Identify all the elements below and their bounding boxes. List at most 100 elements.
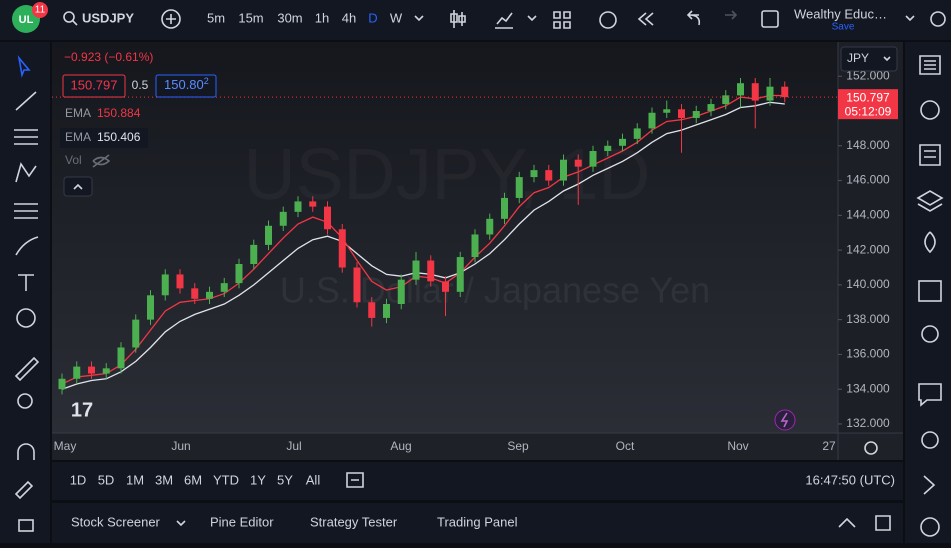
- hotlists[interactable]: [924, 231, 936, 254]
- range-button[interactable]: 5D: [98, 472, 115, 487]
- text-tool[interactable]: [18, 274, 34, 291]
- price-label: 134.000: [846, 381, 890, 395]
- candle-body: [294, 201, 302, 212]
- candle-body: [368, 302, 376, 318]
- layout-name[interactable]: Wealthy Educ…: [794, 6, 887, 21]
- brush-tool[interactable]: [15, 236, 39, 256]
- layouts[interactable]: [553, 11, 571, 29]
- fib-tool[interactable]: [14, 129, 38, 145]
- forecast-tool[interactable]: [14, 203, 38, 219]
- hidden-icon[interactable]: [92, 154, 111, 168]
- candle-body: [574, 159, 582, 167]
- currency-button[interactable]: [840, 46, 898, 72]
- events-icon: [780, 412, 789, 428]
- expand-panel[interactable]: [838, 517, 856, 528]
- zoom-tool[interactable]: [17, 393, 33, 409]
- signals[interactable]: [923, 475, 936, 495]
- panel-tab[interactable]: Pine Editor: [210, 514, 274, 529]
- range-button[interactable]: 6M: [184, 472, 202, 487]
- lock-tool[interactable]: [18, 519, 34, 532]
- panel-tab[interactable]: Strategy Tester: [310, 514, 398, 529]
- indicator-name: EMA: [65, 130, 91, 144]
- indicators-menu[interactable]: [527, 15, 537, 22]
- cursor-tool[interactable]: [17, 55, 31, 78]
- range-bar: [52, 462, 903, 500]
- screener-menu[interactable]: [176, 520, 186, 527]
- add-symbol: [166, 14, 176, 24]
- interval[interactable]: 5m: [207, 10, 225, 25]
- ask-pip: 2: [204, 76, 209, 86]
- ema-line: [61, 94, 785, 385]
- range-button[interactable]: 1D: [70, 472, 87, 487]
- sell-button[interactable]: [62, 74, 126, 98]
- tv-logo: 17: [71, 399, 93, 421]
- spread: 0.5: [132, 78, 149, 92]
- indicators[interactable]: [495, 12, 513, 29]
- data-window[interactable]: [919, 144, 941, 166]
- panel-tab[interactable]: Stock Screener: [71, 514, 161, 529]
- candle-body: [515, 177, 523, 198]
- save[interactable]: Save: [832, 22, 855, 33]
- fullscreen[interactable]: [761, 10, 779, 28]
- interval[interactable]: W: [390, 10, 403, 25]
- axis-settings[interactable]: [864, 441, 878, 455]
- logo-mark: UL: [19, 14, 34, 26]
- range-button[interactable]: YTD: [213, 472, 239, 487]
- candle-body: [427, 260, 435, 282]
- interval[interactable]: D: [368, 10, 377, 25]
- time-label: Oct: [616, 439, 635, 453]
- range-button[interactable]: All: [306, 472, 321, 487]
- candle-body: [58, 378, 66, 390]
- ideas[interactable]: [921, 325, 939, 343]
- alerts[interactable]: [920, 100, 940, 120]
- search-icon[interactable]: [63, 11, 75, 23]
- symbol[interactable]: USDJPY: [82, 10, 134, 25]
- candle-body: [250, 244, 258, 265]
- settings[interactable]: [930, 11, 946, 27]
- panel-tab[interactable]: Trading Panel: [437, 514, 518, 529]
- interval[interactable]: 4h: [342, 10, 356, 25]
- candle-body: [176, 274, 184, 289]
- chats[interactable]: [918, 383, 942, 407]
- watermark-description: U.S. Dollar / Japanese Yen: [280, 270, 710, 311]
- emoji-tool[interactable]: [16, 308, 36, 328]
- undo[interactable]: [686, 10, 701, 26]
- range-button[interactable]: 1Y: [250, 472, 266, 487]
- interval[interactable]: 15m: [238, 10, 263, 25]
- candle-body: [353, 267, 361, 303]
- interval[interactable]: 30m: [277, 10, 302, 25]
- collapse-legend[interactable]: [63, 176, 93, 197]
- interval-menu[interactable]: [414, 15, 424, 22]
- candle-body: [191, 288, 199, 299]
- chart-type[interactable]: [450, 10, 466, 28]
- replay[interactable]: [637, 12, 654, 26]
- streams[interactable]: [921, 431, 939, 449]
- candle-body: [501, 197, 508, 219]
- range-button[interactable]: 5Y: [277, 472, 293, 487]
- help[interactable]: [920, 517, 940, 537]
- price-label: 138.000: [846, 312, 890, 326]
- range-button[interactable]: 1M: [126, 472, 144, 487]
- lock-drawing[interactable]: [14, 480, 34, 500]
- alert[interactable]: [599, 11, 617, 29]
- interval[interactable]: 1h: [315, 10, 329, 25]
- date-range[interactable]: [346, 472, 364, 488]
- watchlist[interactable]: [919, 55, 941, 75]
- drawing-tools: [14, 55, 40, 532]
- candle-body: [471, 234, 479, 258]
- maximize-panel[interactable]: [875, 515, 891, 531]
- layout-menu[interactable]: [905, 15, 915, 22]
- add-symbol[interactable]: [161, 9, 181, 29]
- buy-button[interactable]: [155, 74, 217, 98]
- events[interactable]: [774, 409, 796, 431]
- redo[interactable]: [725, 10, 738, 20]
- magnet-tool[interactable]: [17, 443, 35, 460]
- left-toolbar: [0, 42, 50, 543]
- ruler-tool[interactable]: [14, 356, 40, 382]
- line-tool[interactable]: [15, 91, 37, 111]
- pattern-tool[interactable]: [15, 162, 37, 183]
- calendar[interactable]: [918, 280, 942, 302]
- object-tree[interactable]: [916, 190, 944, 212]
- ema-line: [61, 101, 785, 390]
- range-button[interactable]: 3M: [155, 472, 173, 487]
